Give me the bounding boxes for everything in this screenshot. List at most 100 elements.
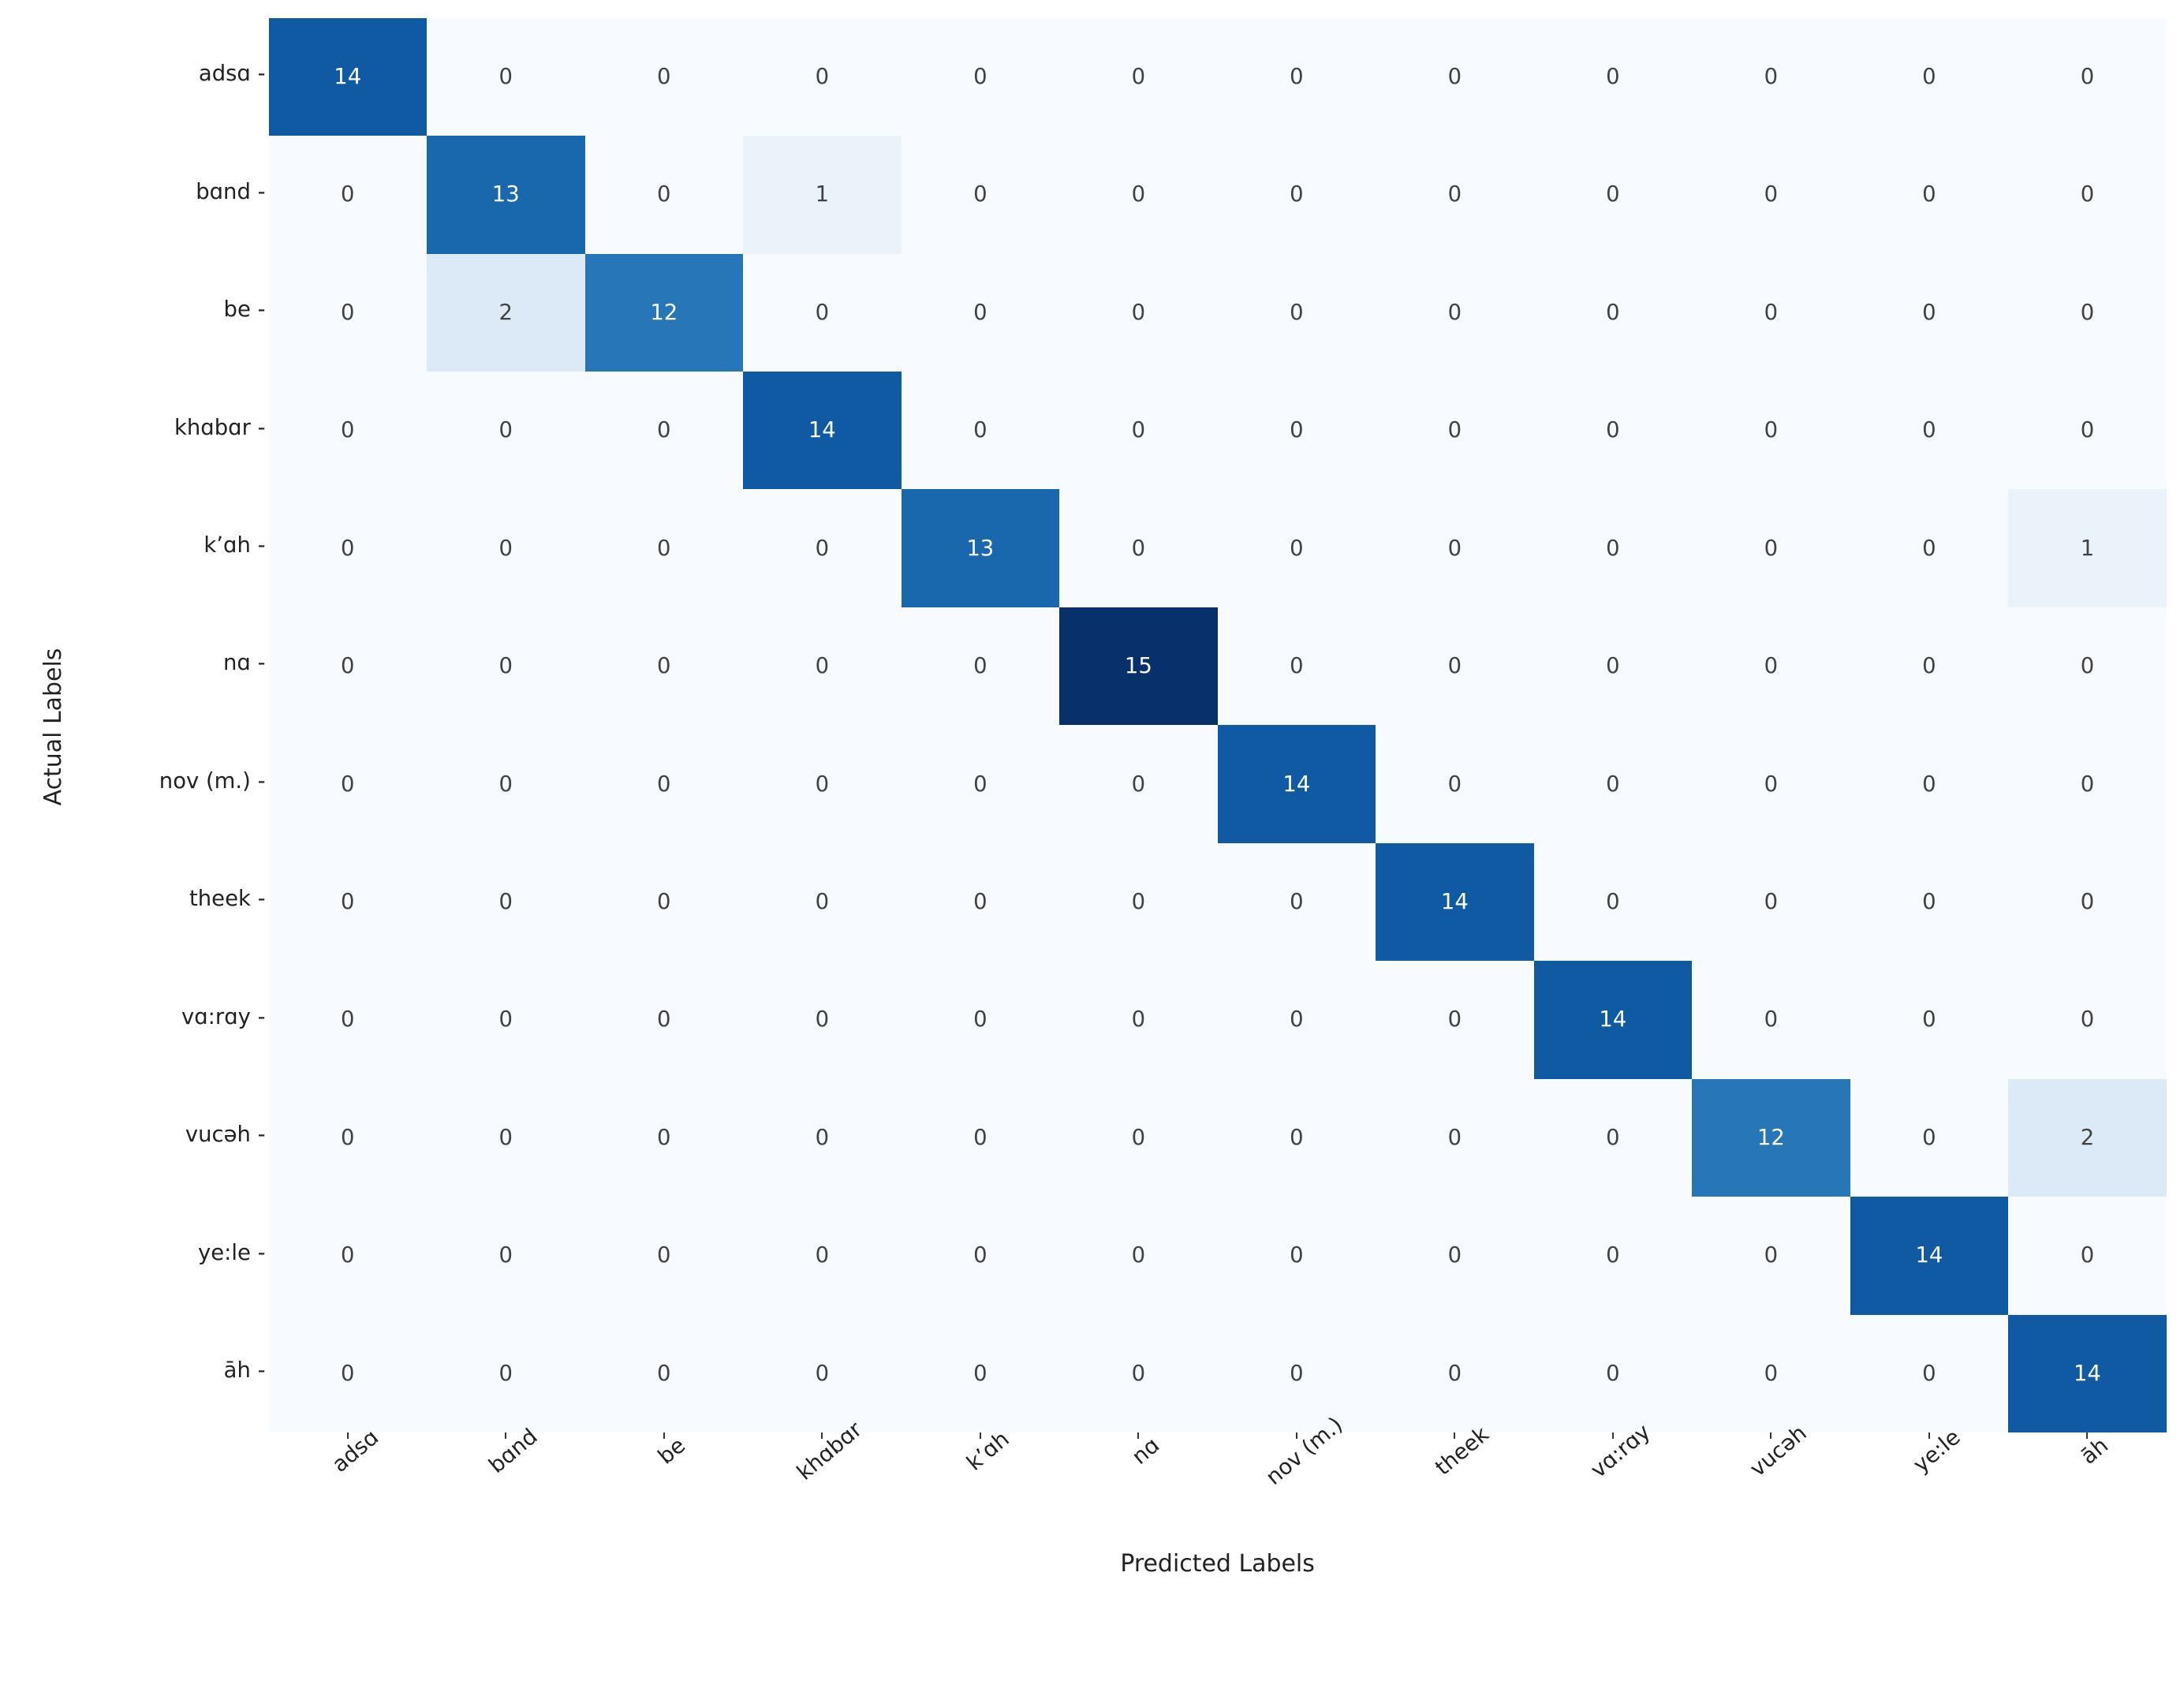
cell-value: 0 <box>2081 301 2094 325</box>
heatmap-cell: 0 <box>269 1079 427 1197</box>
cell-value: 0 <box>1290 654 1303 678</box>
heatmap-cell: 0 <box>1218 372 1376 489</box>
heatmap-cell: 0 <box>1218 18 1376 136</box>
heatmap-cell: 0 <box>1850 254 2009 372</box>
heatmap-cell: 12 <box>1692 1079 1850 1197</box>
heatmap-cell: 0 <box>269 254 427 372</box>
heatmap-cell: 0 <box>1376 1079 1534 1197</box>
cell-value: 0 <box>1606 301 1619 325</box>
cell-value: 0 <box>973 1126 987 1150</box>
cell-value: 0 <box>499 65 513 89</box>
cell-value: 0 <box>499 536 513 561</box>
cell-value: 0 <box>1290 890 1303 914</box>
heatmap-cell: 0 <box>743 607 902 725</box>
heatmap-cell: 0 <box>1692 136 1850 253</box>
heatmap-cell: 0 <box>585 136 744 253</box>
cell-value: 0 <box>1764 772 1778 797</box>
cell-value: 0 <box>2081 182 2094 207</box>
cell-value: 0 <box>341 418 354 443</box>
heatmap-cell: 13 <box>902 489 1060 607</box>
cell-value: 0 <box>1448 772 1462 797</box>
heatmap-cell: 0 <box>2008 725 2167 842</box>
cell-value: 0 <box>657 890 670 914</box>
x-tick-mark <box>1296 1432 1297 1439</box>
heatmap-cell: 0 <box>1692 725 1850 842</box>
cell-value: 0 <box>341 536 354 561</box>
heatmap-cell: 0 <box>743 254 902 372</box>
heatmap-cell: 0 <box>902 254 1060 372</box>
cell-value: 0 <box>341 1361 354 1386</box>
cell-value: 13 <box>966 536 994 561</box>
cell-value: 12 <box>1757 1126 1785 1150</box>
cell-value: 0 <box>499 1126 513 1150</box>
heatmap-cell: 0 <box>1692 843 1850 961</box>
heatmap-cell: 0 <box>1376 18 1534 136</box>
cell-value: 0 <box>1448 418 1462 443</box>
cell-value: 14 <box>808 418 836 443</box>
cell-value: 0 <box>1448 536 1462 561</box>
heatmap-cell: 0 <box>1534 725 1693 842</box>
y-tick-label: nɑ - <box>3 651 266 675</box>
cell-value: 0 <box>499 1361 513 1386</box>
cell-value: 0 <box>973 772 987 797</box>
heatmap-cell: 14 <box>1850 1197 2009 1314</box>
cell-value: 0 <box>1764 654 1778 678</box>
heatmap-cell: 0 <box>743 843 902 961</box>
heatmap-cell: 0 <box>585 1197 744 1314</box>
heatmap-cell: 0 <box>1850 1079 2009 1197</box>
cell-value: 0 <box>1290 418 1303 443</box>
heatmap-cell: 0 <box>1534 136 1693 253</box>
heatmap-cell: 0 <box>1218 254 1376 372</box>
cell-value: 0 <box>1922 536 1936 561</box>
heatmap-cell: 0 <box>269 372 427 489</box>
heatmap-cell: 0 <box>1534 18 1693 136</box>
cell-value: 0 <box>816 536 829 561</box>
cell-value: 12 <box>650 301 678 325</box>
cell-value: 0 <box>657 536 670 561</box>
heatmap-cell: 2 <box>427 254 585 372</box>
heatmap-cell: 0 <box>1534 843 1693 961</box>
cell-value: 0 <box>657 182 670 207</box>
heatmap-cell: 0 <box>269 725 427 842</box>
heatmap-cell: 0 <box>1376 489 1534 607</box>
cell-value: 0 <box>1448 654 1462 678</box>
cell-value: 14 <box>2074 1361 2101 1386</box>
heatmap-cell: 14 <box>269 18 427 136</box>
heatmap-cell: 0 <box>1059 254 1218 372</box>
cell-value: 0 <box>1922 1126 1936 1150</box>
heatmap-cell: 0 <box>1692 961 1850 1078</box>
heatmap-cell: 0 <box>902 843 1060 961</box>
cell-value: 0 <box>973 301 987 325</box>
heatmap-cell: 0 <box>2008 254 2167 372</box>
heatmap-cell: 0 <box>427 372 585 489</box>
cell-value: 0 <box>816 1243 829 1268</box>
cell-value: 0 <box>657 1243 670 1268</box>
cell-value: 0 <box>341 1007 354 1032</box>
x-tick-mark <box>2086 1432 2088 1439</box>
heatmap-cell: 0 <box>1850 725 2009 842</box>
cell-value: 0 <box>341 1126 354 1150</box>
heatmap-cell: 0 <box>585 961 744 1078</box>
y-tick-label: nov (m.) - <box>3 769 266 794</box>
cell-value: 0 <box>341 182 354 207</box>
cell-value: 0 <box>1290 1126 1303 1150</box>
cell-value: 15 <box>1125 654 1152 678</box>
heatmap-cell: 0 <box>1059 18 1218 136</box>
cell-value: 0 <box>1132 1361 1145 1386</box>
heatmap-cell: 0 <box>1218 1079 1376 1197</box>
heatmap-cell: 0 <box>2008 136 2167 253</box>
cell-value: 0 <box>1606 418 1619 443</box>
heatmap-cell: 0 <box>1850 18 2009 136</box>
cell-value: 0 <box>341 772 354 797</box>
heatmap-cell: 14 <box>1376 843 1534 961</box>
heatmap-cell: 0 <box>2008 843 2167 961</box>
heatmap-cell: 0 <box>269 1197 427 1314</box>
cell-value: 2 <box>2081 1126 2094 1150</box>
cell-value: 0 <box>1606 772 1619 797</box>
cell-value: 0 <box>1132 418 1145 443</box>
heatmap-cell: 0 <box>1692 489 1850 607</box>
cell-value: 14 <box>334 65 361 89</box>
cell-value: 0 <box>657 654 670 678</box>
cell-value: 0 <box>1606 1243 1619 1268</box>
cell-value: 0 <box>1132 890 1145 914</box>
